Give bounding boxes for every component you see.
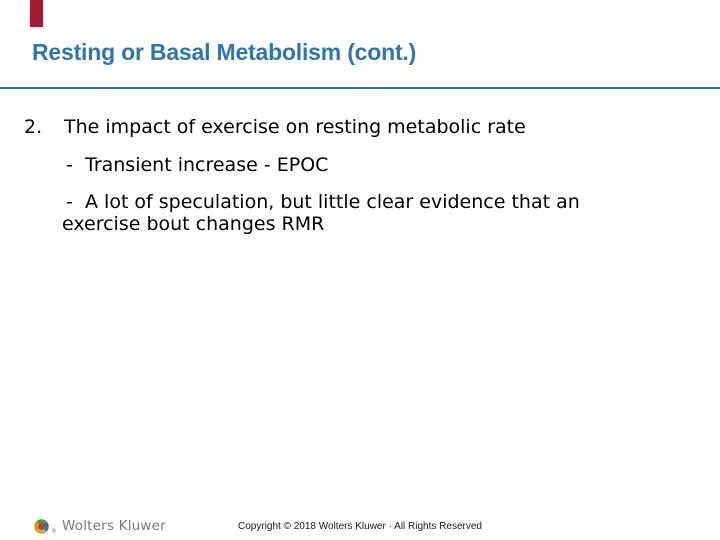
bullet-line: -A lot of speculation, but little clear … [62, 191, 580, 213]
pinwheel-segment [41, 520, 49, 532]
pinwheel-segment [34, 520, 42, 532]
copyright-text: Copyright © 2018 Wolters Kluwer · All Ri… [238, 521, 482, 532]
accent-ribbon [30, 0, 43, 27]
pinwheel-segment [36, 518, 47, 526]
wolters-kluwer-logo: ® Wolters Kluwer [33, 516, 166, 536]
bullet-text: A lot of speculation, but little clear e… [85, 191, 580, 213]
numbered-list-item: 2. The impact of exercise on resting meta… [24, 116, 526, 138]
sub-bullet: - Transient increase - EPOC [66, 154, 328, 176]
logo-wordmark: Wolters Kluwer [62, 518, 166, 534]
bullet-line-wrap: exercise bout changes RMR [62, 213, 325, 235]
title-divider [0, 87, 720, 89]
item-number: 2. [24, 116, 43, 138]
registered-trademark-symbol: ® [51, 528, 57, 535]
sub-bullet: -A lot of speculation, but little clear … [62, 191, 580, 235]
slide-title: Resting or Basal Metabolism (cont.) [32, 39, 417, 65]
item-text: The impact of exercise on resting metabo… [64, 116, 526, 138]
dash-marker: - [66, 191, 73, 213]
bullet-text: Transient increase - EPOC [85, 154, 329, 176]
dash-marker: - [66, 154, 73, 176]
pinwheel-center [38, 522, 45, 530]
pinwheel-segment [36, 526, 47, 534]
wolters-kluwer-pinwheel-icon [34, 518, 49, 534]
